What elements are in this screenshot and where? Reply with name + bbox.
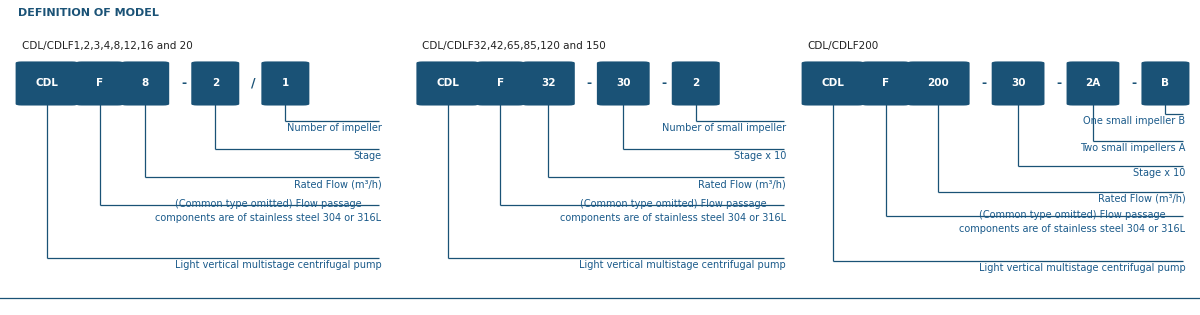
Text: Number of small impeller: Number of small impeller — [662, 123, 786, 133]
Text: CDL: CDL — [821, 78, 845, 89]
FancyBboxPatch shape — [862, 61, 910, 106]
Text: CDL/CDLF1,2,3,4,8,12,16 and 20: CDL/CDLF1,2,3,4,8,12,16 and 20 — [22, 41, 192, 51]
FancyBboxPatch shape — [416, 61, 479, 106]
Text: Rated Flow (m³/h): Rated Flow (m³/h) — [1098, 193, 1186, 203]
FancyBboxPatch shape — [191, 61, 239, 106]
Text: Rated Flow (m³/h): Rated Flow (m³/h) — [294, 179, 382, 189]
FancyBboxPatch shape — [262, 61, 310, 106]
Text: B: B — [1162, 78, 1170, 89]
FancyBboxPatch shape — [16, 61, 78, 106]
Text: -: - — [1056, 77, 1062, 90]
FancyBboxPatch shape — [907, 61, 970, 106]
FancyBboxPatch shape — [476, 61, 524, 106]
Text: F: F — [882, 78, 889, 89]
Text: (Common type omitted) Flow passage
components are of stainless steel 304 or 316L: (Common type omitted) Flow passage compo… — [960, 210, 1186, 234]
Text: CDL/CDLF32,42,65,85,120 and 150: CDL/CDLF32,42,65,85,120 and 150 — [422, 41, 606, 51]
FancyBboxPatch shape — [1067, 61, 1120, 106]
Text: 8: 8 — [142, 78, 149, 89]
Text: /: / — [251, 77, 256, 90]
Text: 2A: 2A — [1085, 78, 1100, 89]
Text: Light vertical multistage centrifugal pump: Light vertical multistage centrifugal pu… — [979, 263, 1186, 273]
FancyBboxPatch shape — [991, 61, 1044, 106]
Text: CDL/CDLF200: CDL/CDLF200 — [808, 41, 878, 51]
Text: One small impeller B: One small impeller B — [1084, 116, 1186, 126]
Text: Stage x 10: Stage x 10 — [1133, 168, 1186, 178]
Text: 200: 200 — [928, 78, 949, 89]
Text: -: - — [587, 77, 592, 90]
FancyBboxPatch shape — [672, 61, 720, 106]
Text: 30: 30 — [616, 78, 630, 89]
Text: CDL: CDL — [436, 78, 460, 89]
Text: DEFINITION OF MODEL: DEFINITION OF MODEL — [18, 8, 158, 18]
Text: Light vertical multistage centrifugal pump: Light vertical multistage centrifugal pu… — [580, 260, 786, 270]
Text: 2: 2 — [211, 78, 218, 89]
Text: Light vertical multistage centrifugal pump: Light vertical multistage centrifugal pu… — [175, 260, 382, 270]
Text: Number of impeller: Number of impeller — [287, 123, 382, 133]
Text: -: - — [661, 77, 667, 90]
Text: Two small impellers A: Two small impellers A — [1080, 143, 1186, 153]
Text: 2: 2 — [692, 78, 700, 89]
Text: CDL: CDL — [35, 78, 59, 89]
Text: (Common type omitted) Flow passage
components are of stainless steel 304 or 316L: (Common type omitted) Flow passage compo… — [560, 199, 786, 223]
Text: Stage: Stage — [354, 151, 382, 161]
FancyBboxPatch shape — [1141, 61, 1189, 106]
Text: -: - — [181, 77, 186, 90]
Text: F: F — [96, 78, 103, 89]
Text: 1: 1 — [282, 78, 289, 89]
Text: Rated Flow (m³/h): Rated Flow (m³/h) — [698, 179, 786, 189]
Text: Stage x 10: Stage x 10 — [733, 151, 786, 161]
Text: -: - — [1132, 77, 1136, 90]
FancyBboxPatch shape — [802, 61, 864, 106]
FancyBboxPatch shape — [76, 61, 124, 106]
FancyBboxPatch shape — [121, 61, 169, 106]
Text: (Common type omitted) Flow passage
components are of stainless steel 304 or 316L: (Common type omitted) Flow passage compo… — [156, 199, 382, 223]
Text: 30: 30 — [1010, 78, 1025, 89]
Text: -: - — [982, 77, 986, 90]
FancyBboxPatch shape — [522, 61, 575, 106]
Text: F: F — [497, 78, 504, 89]
FancyBboxPatch shape — [596, 61, 649, 106]
Text: 32: 32 — [541, 78, 556, 89]
